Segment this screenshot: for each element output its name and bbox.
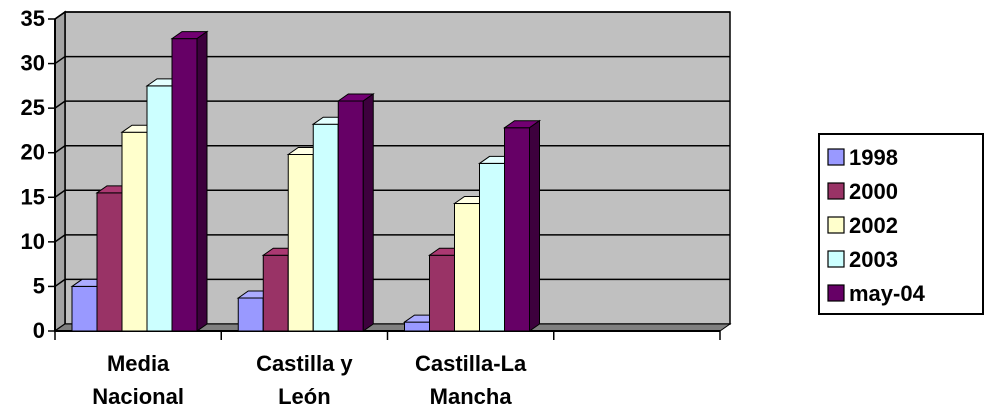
legend-swatch xyxy=(827,216,845,234)
bar-front xyxy=(337,100,364,332)
y-tick-label: 25 xyxy=(21,95,45,120)
y-tick-label: 35 xyxy=(21,6,45,31)
bar-front xyxy=(121,131,148,332)
legend-swatch xyxy=(827,148,845,166)
bar-front xyxy=(429,254,455,332)
bar-side xyxy=(196,30,208,332)
legend-swatch xyxy=(827,284,845,302)
legend-label: 2000 xyxy=(849,179,898,204)
bar-front xyxy=(171,38,198,332)
bar-front xyxy=(146,85,173,332)
legend-item: 1998 xyxy=(827,145,898,170)
bar-front xyxy=(312,123,339,332)
y-tick-label: 10 xyxy=(21,229,45,254)
bar-front xyxy=(454,203,480,332)
bar-side xyxy=(362,93,374,332)
bar-front xyxy=(262,254,289,332)
legend-label: may-04 xyxy=(849,281,926,306)
legend-label: 2003 xyxy=(849,247,898,272)
bar-front xyxy=(71,285,98,332)
bar xyxy=(170,30,209,332)
legend-item: may-04 xyxy=(827,281,926,306)
legend-label: 1998 xyxy=(849,145,898,170)
bar-front xyxy=(237,297,264,332)
y-tick-label: 15 xyxy=(21,184,45,209)
bar-side xyxy=(529,119,540,332)
legend: 1998 2000 2002 2003 may-04 xyxy=(818,133,984,315)
y-tick-label: 20 xyxy=(21,140,45,165)
legend-swatch xyxy=(827,182,845,200)
legend-item: 2003 xyxy=(827,247,898,272)
category-labels: Media Nacional Castilla y León Castilla-La Ma… xyxy=(92,351,527,409)
gridline xyxy=(54,11,730,20)
y-tick-labels: 0 5 10 15 20 25 30 35 xyxy=(21,6,45,343)
bar-front xyxy=(479,162,505,332)
category-label: Castilla-La Mancha xyxy=(415,351,527,409)
bar xyxy=(336,93,375,332)
legend-swatch xyxy=(827,250,845,268)
y-tick-label: 0 xyxy=(33,318,45,343)
legend-item: 2002 xyxy=(827,213,898,238)
bars xyxy=(70,30,542,332)
gridline xyxy=(54,100,730,109)
bar-front xyxy=(404,321,430,332)
bar-front xyxy=(504,127,530,332)
legend-item: 2000 xyxy=(827,179,898,204)
legend-label: 2002 xyxy=(849,213,898,238)
bar-front xyxy=(287,153,314,332)
y-tick-label: 5 xyxy=(33,273,45,298)
y-tick-label: 30 xyxy=(21,51,45,76)
bar xyxy=(502,119,542,332)
gridline xyxy=(54,55,730,65)
category-label: Media Nacional xyxy=(92,351,184,409)
legend-box xyxy=(818,133,984,315)
category-label: Castilla y León xyxy=(256,351,353,409)
bar-front xyxy=(96,192,123,332)
